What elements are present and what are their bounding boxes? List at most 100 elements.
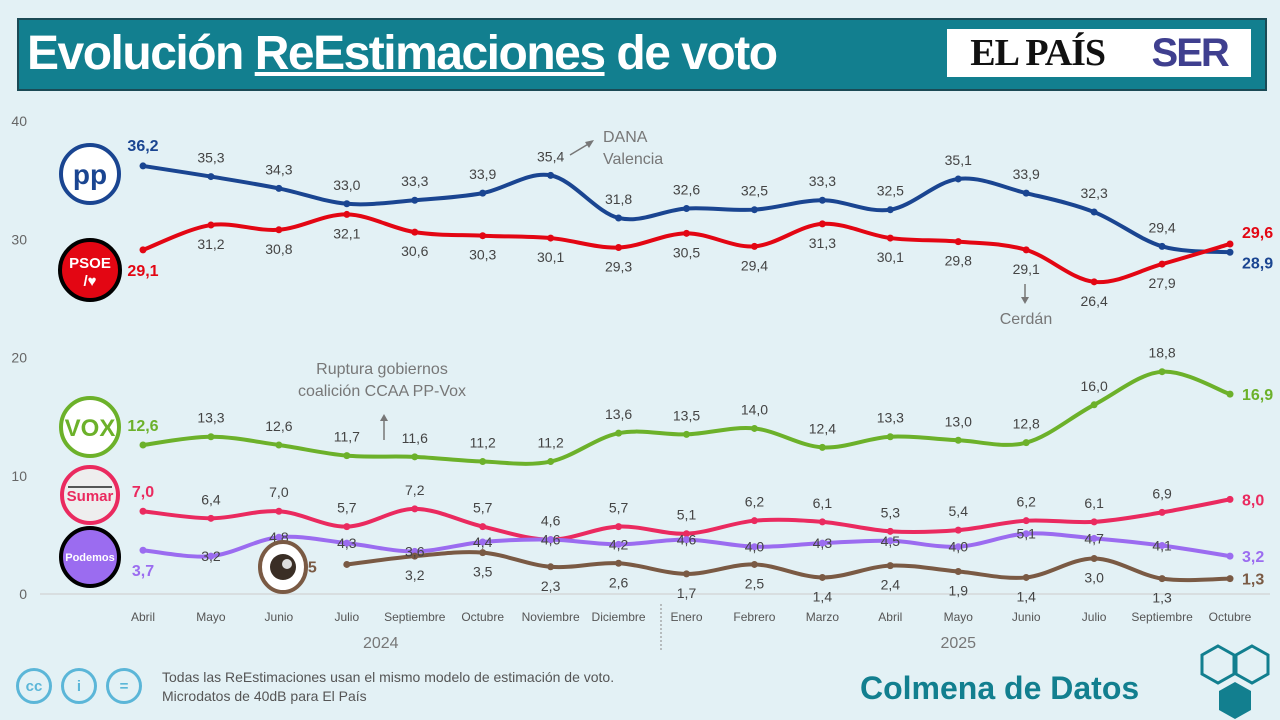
data-point-pp [547, 171, 555, 179]
data-point-vox [411, 453, 419, 461]
data-point-salf [886, 562, 894, 570]
data-point-sumar [954, 526, 962, 534]
data-point-salf [343, 560, 351, 568]
brand-name: Colmena de Datos [860, 670, 1140, 706]
data-label-podemos: 4,1 [1152, 538, 1172, 554]
data-point-pp [479, 189, 487, 197]
data-point-psoe [1226, 240, 1234, 248]
data-point-sumar [139, 507, 147, 515]
data-label-sumar: 4,6 [541, 513, 561, 529]
data-label-vox: 13,3 [197, 410, 224, 426]
nd-icon: = [106, 668, 142, 704]
data-point-psoe [343, 210, 351, 218]
data-point-vox [818, 443, 826, 451]
data-label-podemos: 4,3 [337, 535, 357, 551]
data-point-sumar [615, 523, 623, 531]
data-point-psoe [139, 246, 147, 254]
data-point-vox [1158, 368, 1166, 376]
x-tick-label: Septiembre [1131, 610, 1193, 624]
x-tick-label: Noviembre [522, 610, 580, 624]
data-point-podemos [1226, 552, 1234, 560]
data-point-psoe [954, 238, 962, 246]
data-point-podemos [547, 536, 555, 544]
x-tick-label: Octubre [1209, 610, 1252, 624]
data-point-vox [1022, 439, 1030, 447]
data-point-salf [411, 552, 419, 560]
data-point-pp [411, 196, 419, 204]
data-label-psoe: 31,2 [197, 236, 224, 252]
data-label-psoe: 30,6 [401, 243, 428, 259]
data-label-vox: 16,0 [1081, 378, 1108, 394]
x-tick-label: Junio [1012, 610, 1041, 624]
data-point-sumar [275, 507, 283, 515]
data-point-psoe [207, 221, 215, 229]
header-banner: Evolución ReEstimaciones de voto EL PAÍS… [17, 18, 1267, 91]
data-label-vox: 12,4 [809, 420, 836, 436]
title-part: de voto [604, 27, 778, 80]
data-point-pp [886, 206, 894, 214]
data-label-podemos: 4,7 [1084, 530, 1104, 546]
data-point-sumar [886, 527, 894, 535]
data-label-podemos: 4,0 [745, 539, 765, 555]
data-point-vox [479, 458, 487, 466]
data-point-psoe [275, 226, 283, 234]
data-label-salf: 2,4 [881, 577, 901, 593]
data-label-psoe: 29,6 [1242, 225, 1273, 242]
podemos-logo-text: Podemos [65, 552, 115, 564]
data-point-vox [615, 429, 623, 437]
data-label-salf: 1,9 [949, 583, 969, 599]
data-point-pp [275, 184, 283, 192]
data-label-vox: 12,8 [1013, 416, 1040, 432]
x-tick-label: Mayo [944, 610, 974, 624]
by-icon: i [61, 668, 97, 704]
data-point-podemos [683, 536, 690, 544]
psoe-heart-icon: /♥ [83, 273, 96, 290]
annotation-text: Cerdán [1000, 311, 1052, 328]
data-point-sumar [1226, 495, 1234, 503]
data-label-vox: 18,8 [1148, 345, 1175, 361]
data-label-podemos: 4,5 [881, 533, 901, 549]
data-label-psoe: 30,1 [537, 249, 564, 265]
y-tick-label: 10 [11, 468, 27, 484]
data-point-psoe [683, 229, 690, 237]
data-point-psoe [1158, 260, 1166, 268]
data-point-psoe [1090, 278, 1098, 286]
data-point-psoe [818, 220, 826, 228]
media-logos: EL PAÍS SER [947, 29, 1251, 77]
data-point-podemos [750, 543, 758, 551]
data-point-podemos [139, 546, 147, 554]
vox-logo: VOX [59, 396, 121, 458]
cc-icon: cc [16, 668, 52, 704]
data-label-vox: 11,2 [470, 435, 496, 451]
data-label-podemos: 4,0 [949, 539, 969, 555]
data-label-pp: 32,3 [1081, 185, 1108, 201]
data-point-vox [683, 430, 690, 438]
data-label-salf: 2,3 [541, 578, 561, 594]
data-label-psoe: 31,3 [809, 235, 836, 251]
data-point-salf [479, 549, 487, 557]
podemos-logo: Podemos [59, 526, 121, 588]
data-label-vox: 11,6 [402, 430, 428, 446]
x-tick-label: Julio [1082, 610, 1107, 624]
data-label-sumar: 6,1 [813, 495, 833, 511]
data-point-podemos [1158, 542, 1166, 550]
data-label-pp: 32,6 [673, 182, 700, 198]
data-point-salf [818, 573, 826, 581]
data-label-vox: 12,6 [127, 418, 158, 435]
footer-note: Todas las ReEstimaciones usan el mismo m… [162, 668, 614, 706]
data-label-sumar: 5,7 [337, 500, 357, 516]
data-label-psoe: 29,1 [1013, 261, 1040, 277]
series-line-salf [344, 550, 1232, 583]
data-point-salf [1022, 573, 1030, 581]
data-label-psoe: 29,3 [605, 259, 632, 275]
data-label-psoe: 30,1 [877, 249, 904, 265]
data-point-podemos [275, 533, 283, 541]
annotation-dana: DANA Valencia [569, 129, 663, 168]
ser-logo: SER [1151, 30, 1230, 75]
psoe-logo-text: PSOE [69, 255, 111, 272]
data-point-pp [683, 205, 690, 213]
data-label-pp: 31,8 [605, 191, 632, 207]
year-label: 2024 [363, 635, 399, 652]
data-label-pp: 35,3 [197, 150, 224, 166]
data-label-psoe: 29,4 [741, 257, 768, 273]
